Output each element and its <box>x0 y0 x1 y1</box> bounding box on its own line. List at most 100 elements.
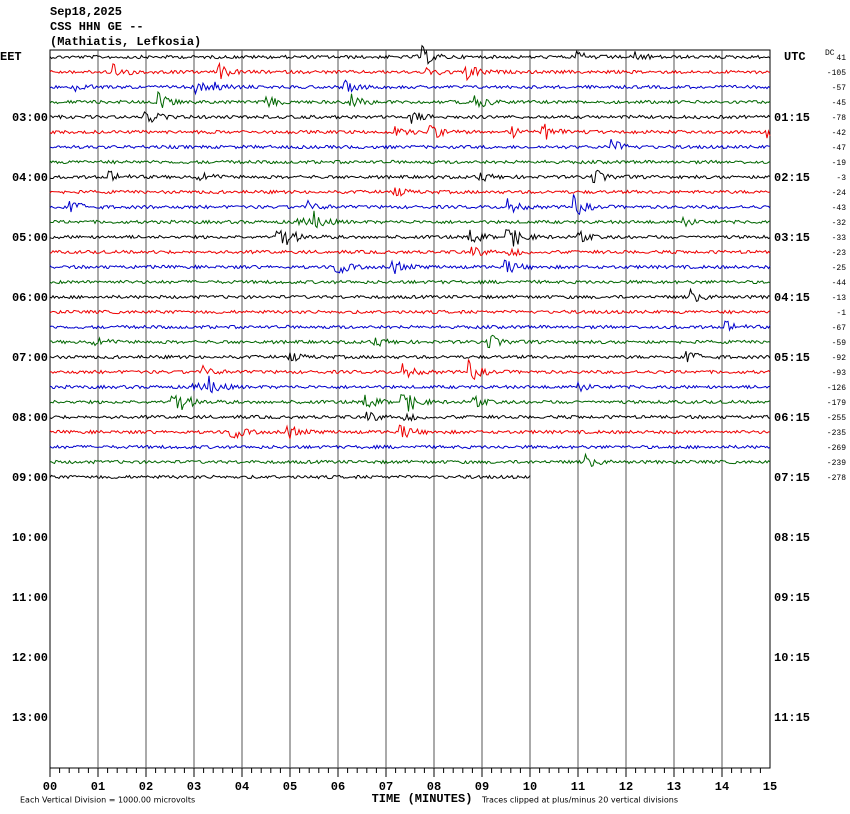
dc-label: DC <box>825 49 835 58</box>
trace <box>49 444 771 450</box>
x-tick-label: 08 <box>427 780 441 794</box>
left-time: 11:00 <box>12 591 48 605</box>
dc-offset: -24 <box>832 189 847 198</box>
x-tick-label: 03 <box>187 780 201 794</box>
left-time: 07:00 <box>12 351 48 365</box>
trace <box>49 309 771 315</box>
dc-offset: -278 <box>827 474 846 483</box>
dc-offset: -25 <box>832 264 847 273</box>
left-zone: EET <box>0 50 22 64</box>
right-time: 08:15 <box>774 531 810 545</box>
trace <box>50 334 771 349</box>
dc-offset: -179 <box>827 399 846 408</box>
trace <box>49 411 771 422</box>
trace <box>49 194 771 216</box>
dc-offset: -42 <box>832 129 847 138</box>
location: (Mathiatis, Lefkosia) <box>50 35 201 49</box>
dc-offset: -43 <box>832 204 847 213</box>
trace <box>49 44 771 65</box>
left-time: 12:00 <box>12 651 48 665</box>
trace <box>49 61 771 82</box>
x-tick-label: 09 <box>475 780 489 794</box>
dc-offset: -32 <box>832 219 847 228</box>
dc-offset: -47 <box>832 144 847 153</box>
right-time: 03:15 <box>774 231 810 245</box>
trace <box>49 351 771 363</box>
x-tick-label: 11 <box>571 780 585 794</box>
dc-offset: -269 <box>827 444 846 453</box>
left-time: 04:00 <box>12 171 48 185</box>
x-tick-label: 10 <box>523 780 537 794</box>
dc-offset: -93 <box>832 369 847 378</box>
right-time: 01:15 <box>774 111 810 125</box>
dc-offset: -255 <box>827 414 846 423</box>
dc-offset: -67 <box>832 324 847 333</box>
trace <box>49 287 771 302</box>
trace <box>49 394 771 412</box>
trace <box>49 187 771 197</box>
trace <box>49 123 771 140</box>
dc-offset: -59 <box>832 339 847 348</box>
trace <box>49 79 771 96</box>
trace <box>49 210 771 229</box>
trace <box>49 159 771 165</box>
scale-note: Each Vertical Division = 1000.00 microvo… <box>20 796 195 805</box>
trace <box>49 452 771 467</box>
dc-offset: -239 <box>827 459 846 468</box>
trace <box>49 279 771 285</box>
dc-offset: -33 <box>832 234 847 243</box>
trace <box>49 111 771 124</box>
dc-offset: -78 <box>832 114 847 123</box>
dc-offset: -19 <box>832 159 847 168</box>
left-time: 05:00 <box>12 231 48 245</box>
right-zone: UTC <box>784 50 806 64</box>
dc-offset: -1 <box>836 309 846 318</box>
x-tick-label: 05 <box>283 780 297 794</box>
dc-offset: -13 <box>832 294 847 303</box>
left-time: 13:00 <box>12 711 48 725</box>
right-time: 10:15 <box>774 651 810 665</box>
left-time: 03:00 <box>12 111 48 125</box>
dc-offset: -57 <box>832 84 847 93</box>
x-tick-label: 15 <box>763 780 777 794</box>
dc-offset: -23 <box>832 249 847 258</box>
trace <box>49 229 771 247</box>
station: CSS HHN GE -- <box>50 20 144 34</box>
x-tick-label: 06 <box>331 780 345 794</box>
trace <box>49 320 771 332</box>
trace <box>49 169 771 184</box>
x-tick-label: 04 <box>235 780 249 794</box>
dc-offset: -44 <box>832 279 847 288</box>
x-tick-label: 07 <box>379 780 393 794</box>
trace <box>49 259 771 275</box>
dc-offset: -92 <box>832 354 847 363</box>
x-tick-label: 00 <box>43 780 57 794</box>
trace <box>49 375 771 394</box>
left-time: 10:00 <box>12 531 48 545</box>
trace <box>49 246 771 257</box>
dc-offset: -235 <box>827 429 846 438</box>
right-time: 11:15 <box>774 711 810 725</box>
dc-offset: -126 <box>827 384 846 393</box>
x-tick-label: 13 <box>667 780 681 794</box>
x-tick-label: 14 <box>715 780 729 794</box>
x-axis-label: TIME (MINUTES) <box>372 792 473 806</box>
left-time: 08:00 <box>12 411 48 425</box>
plot-frame <box>49 49 771 769</box>
right-time: 04:15 <box>774 291 810 305</box>
right-time: 06:15 <box>774 411 810 425</box>
right-time: 02:15 <box>774 171 810 185</box>
dc-offset: -105 <box>827 69 846 78</box>
trace <box>49 90 771 109</box>
dc-offset: 41 <box>836 54 846 63</box>
right-time: 05:15 <box>774 351 810 365</box>
right-time: 09:15 <box>774 591 810 605</box>
trace <box>50 359 771 381</box>
x-tick-label: 12 <box>619 780 633 794</box>
date: Sep18,2025 <box>50 5 122 19</box>
x-tick-label: 02 <box>139 780 153 794</box>
left-time: 09:00 <box>12 471 48 485</box>
right-time: 07:15 <box>774 471 810 485</box>
clip-note: Traces clipped at plus/minus 20 vertical… <box>481 796 678 805</box>
